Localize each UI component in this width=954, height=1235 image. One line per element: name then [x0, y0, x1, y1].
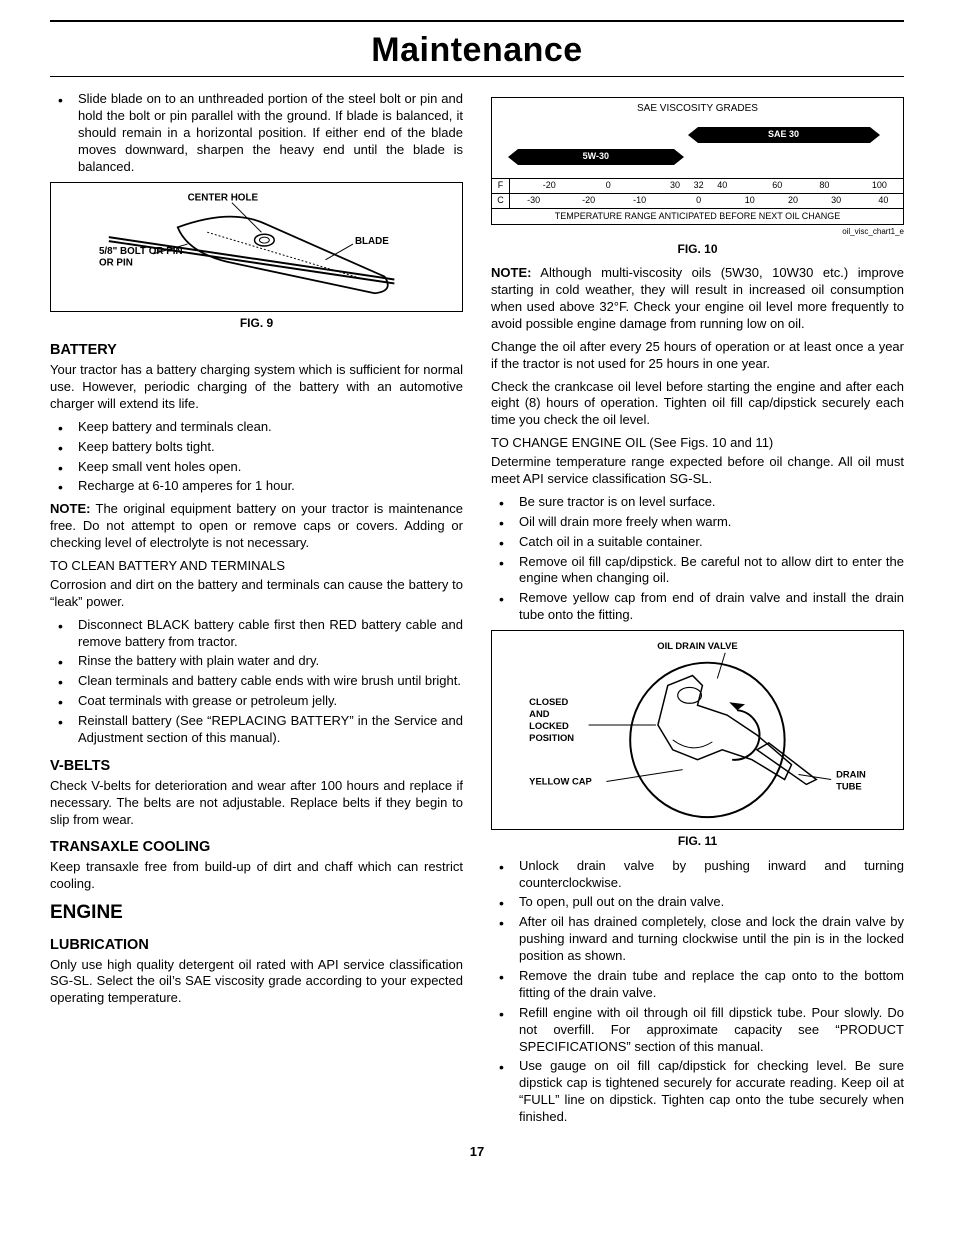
list-item: To open, pull out on the drain valve.	[491, 894, 904, 911]
clean-battery-heading: TO CLEAN BATTERY AND TERMINALS	[50, 558, 463, 575]
note-label: NOTE:	[491, 265, 531, 280]
list-item: Rinse the battery with plain water and d…	[50, 653, 463, 670]
battery-bullets-1: Keep battery and terminals clean. Keep b…	[50, 419, 463, 496]
figure-11-svg: OIL DRAIN VALVE CLOSED AND LOCKED POSITI…	[492, 631, 903, 829]
transaxle-heading: TRANSAXLE COOLING	[50, 838, 463, 857]
list-item: Keep battery and terminals clean.	[50, 419, 463, 436]
svg-text:YELLOW CAP: YELLOW CAP	[529, 776, 592, 787]
transaxle-p: Keep transaxle free from build-up of dir…	[50, 859, 463, 893]
right-p3: Determine temperature range expected bef…	[491, 454, 904, 488]
note-label: NOTE:	[50, 501, 90, 516]
rule-bottom	[50, 76, 904, 77]
list-item: Keep battery bolts tight.	[50, 439, 463, 456]
svg-text:CENTER HOLE: CENTER HOLE	[188, 192, 259, 203]
oil-bullets-1: Be sure tractor is on level surface. Oil…	[491, 494, 904, 624]
list-item: Unlock drain valve by pushing inward and…	[491, 858, 904, 892]
battery-heading: BATTERY	[50, 341, 463, 360]
figure-10-caption: FIG. 10	[491, 242, 904, 258]
battery-p2: Corrosion and dirt on the battery and te…	[50, 577, 463, 611]
right-p2: Check the crankcase oil level before sta…	[491, 379, 904, 430]
fig10-credit: oil_visc_chart1_e	[491, 227, 904, 237]
list-item: After oil has drained completely, close …	[491, 914, 904, 965]
figure-10-box: SAE VISCOSITY GRADES SAE 30 5W-30 F -200…	[491, 97, 904, 225]
c-ticks: -30-20-10010203040	[510, 194, 903, 208]
unit-c: C	[492, 194, 510, 208]
rule-top	[50, 20, 904, 22]
fig10-title: SAE VISCOSITY GRADES	[492, 98, 903, 127]
left-column: Slide blade on to an unthreaded portion …	[50, 91, 463, 1132]
figure-9-caption: FIG. 9	[50, 316, 463, 332]
lubrication-heading: LUBRICATION	[50, 936, 463, 955]
list-item: Coat terminals with grease or petroleum …	[50, 693, 463, 710]
f-scale-row: F -2003032406080100	[492, 178, 903, 193]
fig10-footer: TEMPERATURE RANGE ANTICIPATED BEFORE NEX…	[492, 208, 903, 225]
svg-text:5/8" BOLT OR PIN: 5/8" BOLT OR PIN	[99, 246, 183, 257]
list-item: Catch oil in a suitable container.	[491, 534, 904, 551]
change-oil-heading: TO CHANGE ENGINE OIL (See Figs. 10 and 1…	[491, 435, 904, 452]
figure-9-svg: CENTER HOLE BLADE 5/8" BOLT OR PIN OR PI…	[51, 183, 462, 311]
svg-text:BLADE: BLADE	[355, 236, 389, 247]
list-item: Use gauge on oil fill cap/dipstick for c…	[491, 1058, 904, 1126]
fig10-bars: SAE 30 5W-30	[502, 127, 893, 177]
blade-balance-bullet: Slide blade on to an unthreaded portion …	[50, 91, 463, 175]
right-column: SAE VISCOSITY GRADES SAE 30 5W-30 F -200…	[491, 91, 904, 1132]
svg-text:CLOSED: CLOSED	[529, 696, 568, 707]
c-scale-row: C -30-20-10010203040	[492, 193, 903, 208]
svg-text:DRAIN: DRAIN	[836, 769, 866, 780]
list-item: Remove yellow cap from end of drain valv…	[491, 590, 904, 624]
note-text: Although multi-viscosity oils (5W30, 10W…	[491, 265, 904, 331]
svg-text:TUBE: TUBE	[836, 780, 862, 791]
lubrication-p: Only use high quality detergent oil rate…	[50, 957, 463, 1008]
two-column-layout: Slide blade on to an unthreaded portion …	[50, 91, 904, 1132]
svg-text:POSITION: POSITION	[529, 732, 574, 743]
page-number: 17	[50, 1144, 904, 1161]
list-item: Disconnect BLACK battery cable first the…	[50, 617, 463, 651]
note-text: The original equipment battery on your t…	[50, 501, 463, 550]
battery-bullets-2: Disconnect BLACK battery cable first the…	[50, 617, 463, 747]
oil-bullets-2: Unlock drain valve by pushing inward and…	[491, 858, 904, 1126]
blade-balance-list: Slide blade on to an unthreaded portion …	[50, 91, 463, 175]
battery-p1: Your tractor has a battery charging syst…	[50, 362, 463, 413]
list-item: Refill engine with oil through oil fill …	[491, 1005, 904, 1056]
svg-text:AND: AND	[529, 708, 550, 719]
vbelts-p: Check V-belts for deterioration and wear…	[50, 778, 463, 829]
list-item: Be sure tractor is on level surface.	[491, 494, 904, 511]
battery-note: NOTE: The original equipment battery on …	[50, 501, 463, 552]
figure-11-box: OIL DRAIN VALVE CLOSED AND LOCKED POSITI…	[491, 630, 904, 830]
engine-heading: ENGINE	[50, 901, 463, 926]
5w30-bar: 5W-30	[518, 149, 674, 165]
figure-11-caption: FIG. 11	[491, 834, 904, 850]
svg-text:OR PIN: OR PIN	[99, 257, 133, 268]
list-item: Keep small vent holes open.	[50, 459, 463, 476]
list-item: Remove oil fill cap/dipstick. Be careful…	[491, 554, 904, 588]
svg-text:OIL DRAIN VALVE: OIL DRAIN VALVE	[657, 640, 737, 651]
list-item: Oil will drain more freely when warm.	[491, 514, 904, 531]
list-item: Recharge at 6-10 amperes for 1 hour.	[50, 478, 463, 495]
page-title: Maintenance	[50, 26, 904, 74]
f-ticks: -2003032406080100	[510, 179, 903, 193]
right-p1: Change the oil after every 25 hours of o…	[491, 339, 904, 373]
sae30-bar: SAE 30	[698, 127, 870, 143]
list-item: Remove the drain tube and replace the ca…	[491, 968, 904, 1002]
figure-9-box: CENTER HOLE BLADE 5/8" BOLT OR PIN OR PI…	[50, 182, 463, 312]
list-item: Reinstall battery (See “REPLACING BATTER…	[50, 713, 463, 747]
right-note: NOTE: Although multi-viscosity oils (5W3…	[491, 265, 904, 333]
list-item: Clean terminals and battery cable ends w…	[50, 673, 463, 690]
vbelts-heading: V-BELTS	[50, 757, 463, 776]
unit-f: F	[492, 179, 510, 193]
svg-text:LOCKED: LOCKED	[529, 720, 569, 731]
